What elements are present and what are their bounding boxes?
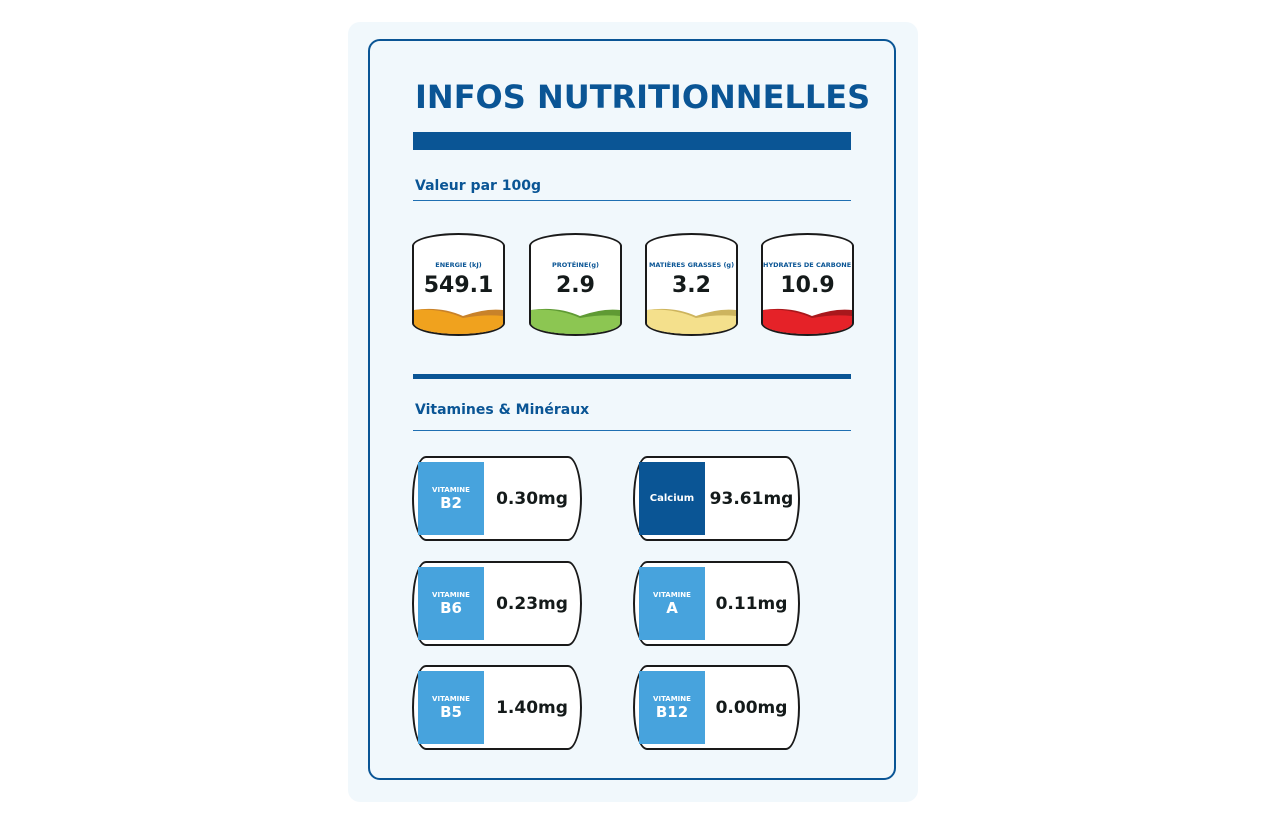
vitamin-name: A xyxy=(666,598,678,617)
vitamin-pill: VITAMINE B5 1.40mg xyxy=(412,665,582,750)
nutrient-label: ENERGIE (kJ) xyxy=(435,261,482,269)
nutrient-label: PROTÉINE(g) xyxy=(551,261,600,269)
vitamin-tab: VITAMINE B5 xyxy=(418,671,484,744)
vitamin-pill: VITAMINE B6 0.23mg xyxy=(412,561,582,646)
title-underline-bar xyxy=(413,132,851,150)
vitamin-pill: Calcium 93.61mg xyxy=(633,456,800,541)
nutrient-fill xyxy=(763,308,852,334)
vitamin-prefix: VITAMINE xyxy=(432,694,470,703)
section-heading-vitamins: Vitamines & Minéraux xyxy=(415,402,590,418)
vitamin-name: B2 xyxy=(440,493,462,512)
vitamin-prefix: VITAMINE xyxy=(432,590,470,599)
nutrient-label: HYDRATES DE CARBONE (g) xyxy=(763,261,854,269)
page-title: INFOS NUTRITIONNELLES xyxy=(415,78,871,116)
vitamin-amount: 93.61mg xyxy=(709,488,794,509)
vitamin-amount: 0.00mg xyxy=(715,697,788,718)
nutrient-value: 3.2 xyxy=(672,273,711,298)
nutrient-value: 2.9 xyxy=(556,273,595,298)
vitamin-pill: VITAMINE B12 0.00mg xyxy=(633,665,800,750)
vitamin-pill: VITAMINE B2 0.30mg xyxy=(412,456,582,541)
vitamin-amount: 0.11mg xyxy=(715,593,788,614)
card-frame xyxy=(368,39,896,780)
nutrient-can: PROTÉINE(g) 2.9 xyxy=(529,233,622,336)
nutrient-label: MATIÈRES GRASSES (g) xyxy=(648,261,735,269)
nutrient-fill xyxy=(414,308,503,334)
vitamin-pill: VITAMINE A 0.11mg xyxy=(633,561,800,646)
nutrient-fill xyxy=(531,308,620,334)
section-divider xyxy=(413,200,851,201)
vitamin-tab: VITAMINE B12 xyxy=(639,671,705,744)
vitamin-tab: Calcium xyxy=(639,462,705,535)
nutrient-can: HYDRATES DE CARBONE (g) 10.9 xyxy=(761,233,854,336)
vitamin-prefix: VITAMINE xyxy=(432,485,470,494)
vitamin-amount: 1.40mg xyxy=(496,697,568,718)
vitamin-name: Calcium xyxy=(649,493,695,504)
vitamin-name: B12 xyxy=(655,702,689,721)
section-heading-values: Valeur par 100g xyxy=(415,178,542,194)
section-divider xyxy=(413,430,851,431)
vitamin-name: B5 xyxy=(440,702,462,721)
vitamin-prefix: VITAMINE xyxy=(653,590,691,599)
vitamin-amount: 0.23mg xyxy=(496,593,568,614)
vitamin-prefix: VITAMINE xyxy=(653,694,691,703)
section-separator-bar xyxy=(413,374,851,379)
vitamin-amount: 0.30mg xyxy=(496,488,568,509)
nutrient-value: 10.9 xyxy=(780,273,835,298)
vitamin-name: B6 xyxy=(440,598,462,617)
nutrient-value: 549.1 xyxy=(423,273,494,298)
vitamin-tab: VITAMINE B2 xyxy=(418,462,484,535)
nutrient-can: MATIÈRES GRASSES (g) 3.2 xyxy=(645,233,738,336)
vitamin-tab: VITAMINE B6 xyxy=(418,567,484,640)
nutrient-can: ENERGIE (kJ) 549.1 xyxy=(412,233,505,336)
nutrient-fill xyxy=(647,308,736,334)
vitamin-tab: VITAMINE A xyxy=(639,567,705,640)
